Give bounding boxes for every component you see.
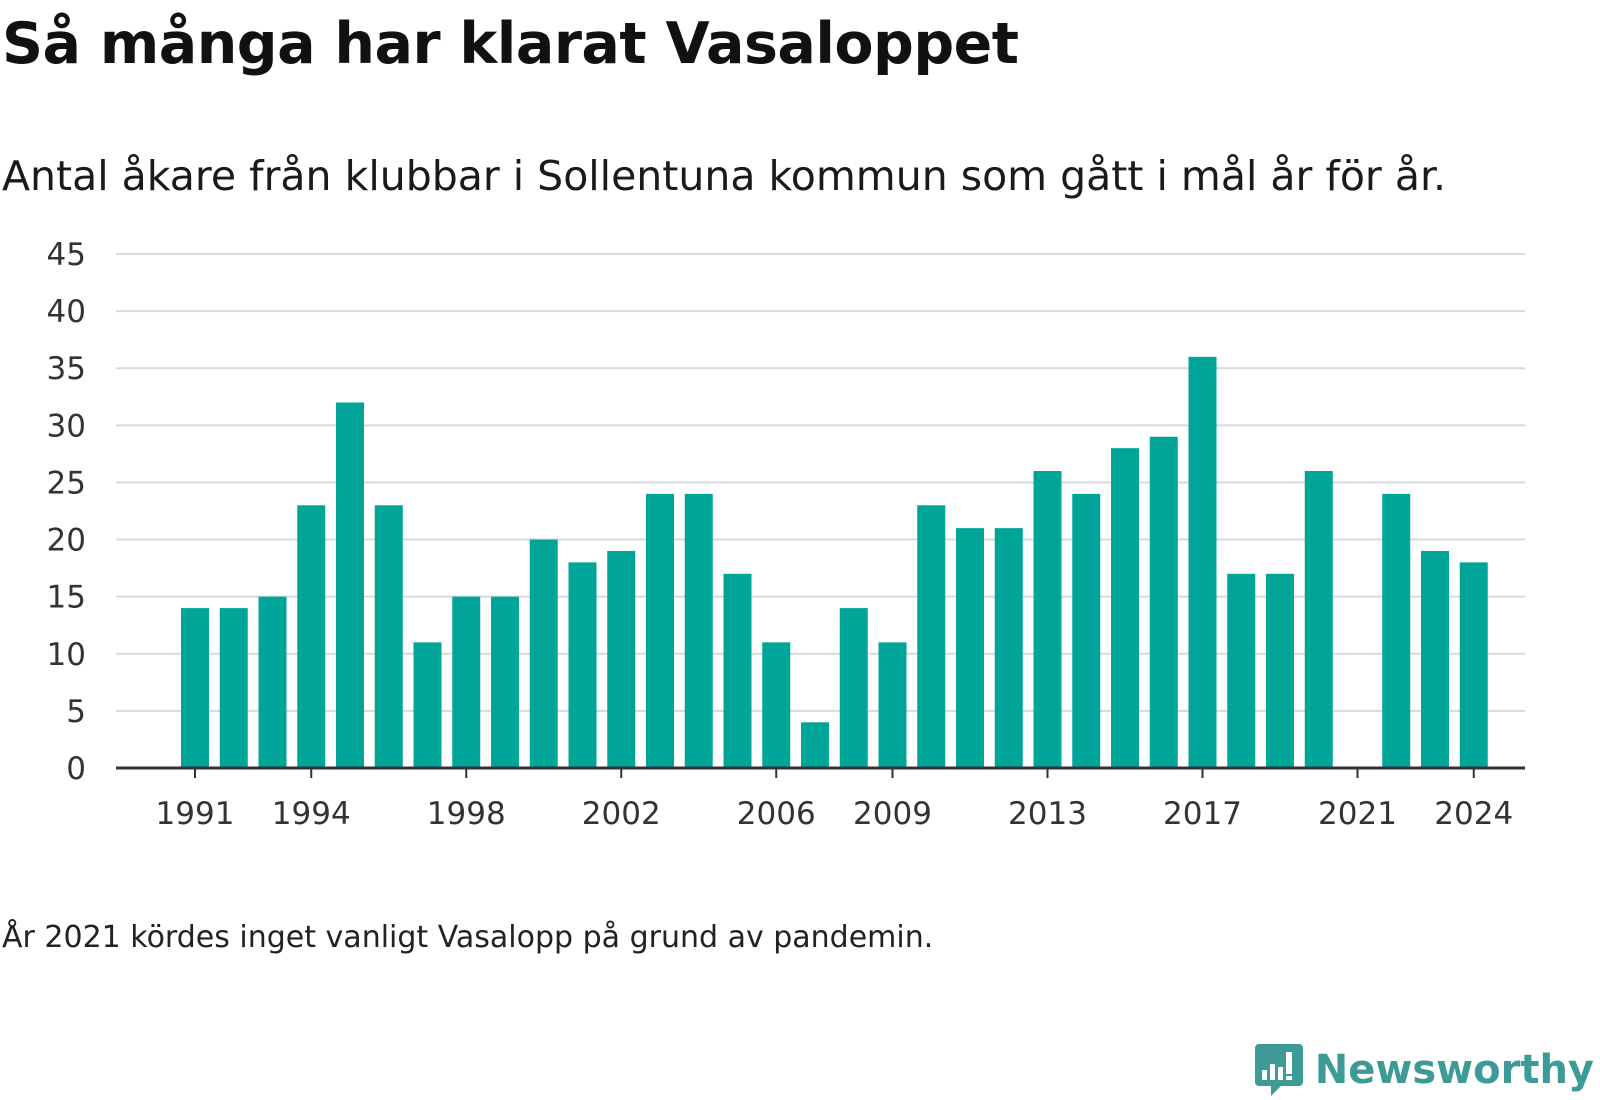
bar-2019	[1266, 573, 1294, 768]
bar-1992	[219, 608, 248, 768]
y-tick-label: 20	[47, 523, 86, 559]
chart-subtitle: Antal åkare från klubbar i Sollentuna ko…	[2, 152, 1447, 200]
bar-2009	[878, 642, 907, 768]
bar-2011	[956, 528, 984, 768]
x-axis-ticks: 1991 1994 1998 2002 2006 2009 2013 2017 2021 2024	[156, 768, 1513, 832]
y-tick-label: 30	[47, 408, 86, 444]
bar-2006	[762, 642, 791, 768]
x-tick-label: 2006	[737, 796, 816, 832]
bar-2013	[1033, 471, 1062, 768]
bar-2010	[917, 505, 946, 768]
x-tick-label: 2002	[582, 796, 661, 832]
bar-chart-speech-bubble-icon	[1254, 1044, 1303, 1096]
bar-2020	[1304, 471, 1333, 768]
bar-1993	[258, 596, 287, 768]
y-tick-label: 0	[66, 751, 86, 787]
x-tick-label: 2024	[1434, 796, 1513, 832]
x-tick-label: 1998	[427, 796, 506, 832]
bar-2012	[994, 528, 1023, 768]
bar-2005	[723, 573, 752, 768]
bar-2015	[1111, 448, 1139, 768]
bar-2024	[1459, 562, 1488, 768]
y-axis-ticks: 0 5 10 15 20 25 30 35 40 45	[47, 237, 86, 787]
bar-2003	[646, 493, 674, 768]
bar-1999	[491, 596, 519, 768]
bar-1994	[297, 505, 326, 768]
bar-2017	[1188, 356, 1217, 768]
bar-1997	[413, 642, 442, 768]
x-tick-label: 2009	[853, 796, 932, 832]
y-tick-label: 35	[47, 351, 86, 387]
x-tick-label: 1994	[272, 796, 351, 832]
bar-2001	[568, 562, 597, 768]
bar-chart: 0 5 10 15 20 25 30 35 40 45 1991 1994 1998 2002 2006 2…	[47, 237, 1525, 832]
bar-1995	[336, 402, 364, 768]
bar-2008	[839, 608, 868, 768]
chart-title: Så många har klarat Vasaloppet	[2, 11, 1019, 77]
bar-2023	[1421, 550, 1449, 768]
footnote: År 2021 kördes inget vanligt Vasalopp på…	[2, 920, 934, 955]
bars	[181, 356, 1488, 768]
y-tick-label: 15	[47, 580, 86, 616]
bar-2000	[529, 539, 558, 768]
x-tick-label: 2017	[1163, 796, 1242, 832]
x-tick-label: 2013	[1008, 796, 1087, 832]
bar-2002	[607, 550, 636, 768]
brand-name: Newsworthy	[1314, 1047, 1594, 1093]
bar-1998	[452, 596, 481, 768]
bar-2004	[684, 493, 713, 768]
y-tick-label: 5	[66, 694, 86, 730]
bar-2022	[1382, 493, 1411, 768]
x-tick-label: 1991	[156, 796, 235, 832]
bar-2007	[801, 722, 829, 768]
bar-2018	[1227, 573, 1256, 768]
x-tick-label: 2021	[1318, 796, 1397, 832]
y-tick-label: 25	[47, 465, 86, 501]
brand-logo: Newsworthy	[1254, 1042, 1594, 1098]
bar-2014	[1072, 493, 1101, 768]
bar-2016	[1149, 436, 1178, 768]
bar-1991	[181, 608, 209, 768]
bar-1996	[374, 505, 403, 768]
y-tick-label: 40	[47, 294, 86, 330]
y-tick-label: 10	[47, 637, 86, 673]
y-tick-label: 45	[47, 237, 86, 273]
